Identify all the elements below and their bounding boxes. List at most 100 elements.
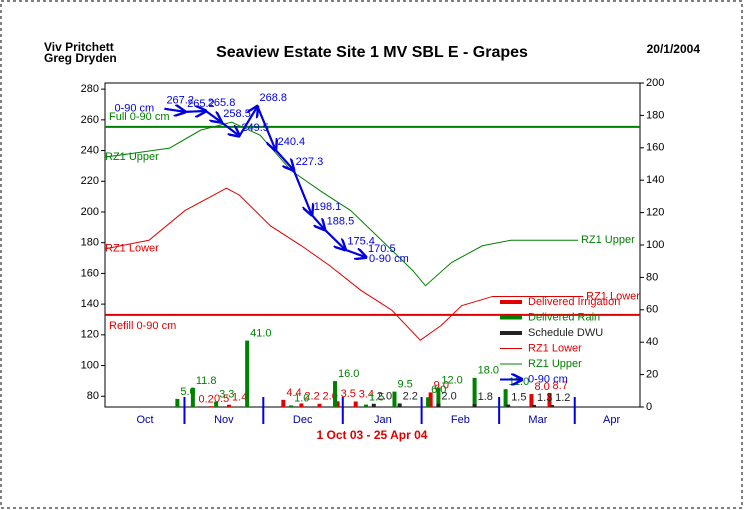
x-tick-label: Jan: [374, 414, 392, 426]
bar: [245, 340, 250, 407]
y2-tick-label: 0: [646, 401, 652, 413]
y2-tick-label: 160: [646, 142, 664, 154]
data-label: 198.1: [314, 201, 342, 213]
data-label: 175.4: [347, 236, 375, 248]
bar: [289, 405, 294, 407]
series-start-label: 0-90 cm: [114, 103, 154, 115]
data-label: 2.2: [304, 390, 319, 402]
x-axis-label: 1 Oct 03 - 25 Apr 04: [317, 428, 428, 442]
y-tick-label: 140: [81, 298, 99, 310]
bar: [550, 405, 555, 407]
segment-arrow: [185, 111, 206, 112]
y2-tick-label: 100: [646, 239, 664, 251]
data-label: 41.0: [250, 327, 271, 339]
x-tick-label: Oct: [136, 414, 153, 426]
data-label: 1.3: [537, 392, 552, 404]
bar: [426, 397, 431, 407]
bar: [335, 401, 340, 407]
data-label: 2.2: [403, 390, 418, 402]
bar: [503, 389, 508, 407]
bar: [436, 403, 441, 407]
y2-tick-label: 40: [646, 336, 658, 348]
y2-tick-label: 60: [646, 304, 658, 316]
series-end-label: RZ1 Lower: [586, 290, 640, 302]
data-label: 268.8: [259, 92, 287, 104]
legend-label: Schedule DWU: [528, 327, 603, 339]
bar: [506, 404, 511, 407]
data-label: 267.2: [166, 95, 194, 107]
bar: [472, 404, 477, 407]
y-tick-label: 100: [81, 359, 99, 371]
series-start-label: RZ1 Upper: [105, 151, 159, 163]
y-tick-label: 180: [81, 237, 99, 249]
y-tick-label: 240: [81, 144, 99, 156]
y2-tick-label: 200: [646, 77, 664, 89]
bar: [317, 403, 322, 407]
data-label: 3.4: [359, 388, 374, 400]
x-tick-label: Apr: [603, 414, 620, 426]
bar: [397, 403, 402, 407]
segment-arrow: [323, 228, 346, 250]
data-label: 1.2: [555, 392, 570, 404]
data-label: 0.2: [198, 394, 213, 406]
legend-label: RZ1 Lower: [528, 342, 582, 354]
data-label: 9.5: [397, 379, 412, 391]
data-label: 1.5: [369, 391, 384, 403]
series-end-label: RZ1 Upper: [581, 234, 635, 246]
segment-arrow: [345, 250, 366, 258]
data-label: 8.0: [534, 381, 549, 393]
segment-arrow: [164, 109, 185, 112]
y2-tick-label: 180: [646, 109, 664, 121]
legend-label: RZ1 Upper: [528, 358, 582, 370]
bar: [353, 401, 358, 407]
bar: [190, 387, 195, 407]
bar: [436, 387, 441, 407]
author-name: Viv Pritchett: [44, 40, 114, 54]
segment-arrow: [311, 214, 325, 230]
segment-arrow: [238, 106, 257, 137]
y2-tick-label: 20: [646, 369, 658, 381]
bar: [532, 404, 537, 407]
bar: [364, 404, 369, 407]
data-label: 18.0: [478, 365, 499, 377]
bar: [299, 403, 304, 407]
reference-label: Full 0-90 cm: [109, 111, 170, 123]
bar: [175, 398, 180, 407]
x-tick-label: Feb: [451, 414, 470, 426]
x-tick-label: Dec: [293, 414, 313, 426]
data-label: 2.0: [377, 391, 392, 403]
y2-tick-label: 80: [646, 271, 658, 283]
segment-arrow: [274, 149, 294, 170]
y2-tick-label: 120: [646, 207, 664, 219]
legend-label: 0-90 cm: [528, 373, 568, 385]
data-label: 258.5: [223, 108, 251, 120]
bar: [392, 391, 397, 407]
segment-arrow: [292, 169, 312, 215]
report-date: 20/1/2004: [647, 42, 701, 56]
series-start-label: RZ1 Lower: [105, 243, 159, 255]
data-label: 16.0: [338, 368, 359, 380]
y-tick-label: 120: [81, 329, 99, 341]
bar: [333, 381, 338, 407]
y-tick-label: 80: [87, 390, 99, 402]
segment-arrow: [256, 105, 275, 150]
data-label: 3.5: [341, 388, 356, 400]
reference-label: Refill 0-90 cm: [109, 320, 176, 332]
series-end-label: 0-90 cm: [369, 253, 409, 265]
bar: [547, 392, 552, 407]
chart-title: Seaview Estate Site 1 MV SBL E - Grapes: [216, 44, 528, 61]
bar: [281, 399, 286, 407]
data-label: 265.2: [187, 98, 215, 110]
bar: [472, 377, 477, 407]
data-label: 12.0: [441, 374, 462, 386]
bar: [193, 406, 198, 408]
series-line: [104, 121, 578, 287]
bar: [227, 404, 232, 407]
data-label: 11.8: [196, 375, 217, 387]
data-label: 1.8: [478, 391, 493, 403]
data-label: 227.3: [296, 156, 324, 168]
data-label: 188.5: [327, 216, 355, 228]
bar: [214, 401, 219, 407]
